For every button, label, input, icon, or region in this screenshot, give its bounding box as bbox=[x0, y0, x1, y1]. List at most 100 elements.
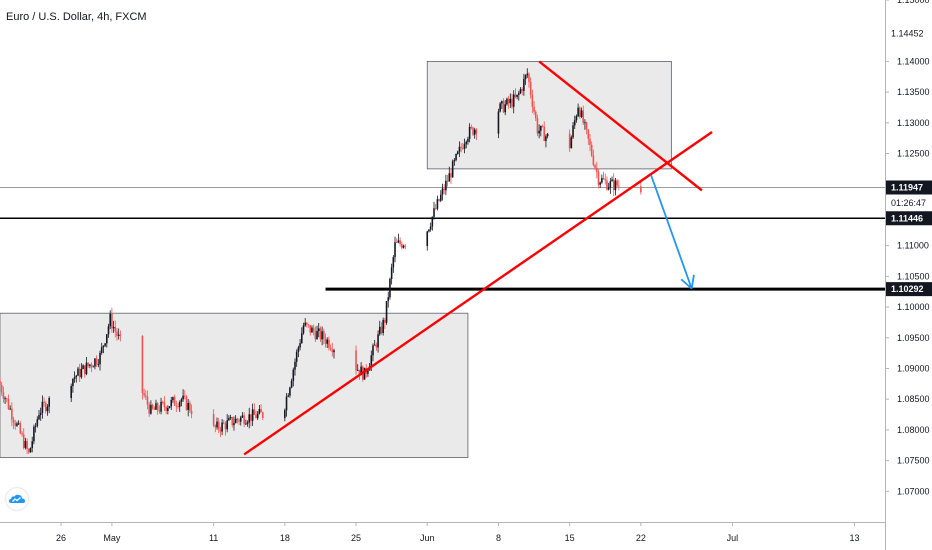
candle-body-35 bbox=[78, 368, 81, 378]
candle-body-244 bbox=[575, 116, 578, 121]
candle-body-9 bbox=[14, 422, 17, 426]
candle-body-259 bbox=[601, 178, 603, 183]
candle-body-149 bbox=[333, 350, 335, 353]
candle-body-227 bbox=[526, 73, 529, 76]
candle-body-151 bbox=[356, 369, 359, 371]
candle-body-180 bbox=[426, 231, 429, 247]
price-tick-label: 1.08000 bbox=[897, 425, 930, 435]
candle-body-191 bbox=[445, 180, 447, 191]
candle-body-232 bbox=[534, 111, 537, 119]
price-tick-label: 1.10000 bbox=[897, 302, 930, 312]
candle-body-2 bbox=[2, 392, 5, 399]
candle-body-260 bbox=[602, 178, 605, 180]
candle-body-237 bbox=[543, 126, 546, 141]
candle-body-181 bbox=[428, 229, 430, 232]
candle-body-268 bbox=[616, 180, 618, 186]
time-tick-label: May bbox=[103, 533, 121, 543]
candle-body-101 bbox=[231, 417, 234, 426]
candle-body-251 bbox=[587, 129, 590, 139]
candle-body-215 bbox=[506, 98, 508, 105]
time-axis[interactable]: 26 May 11 18 25 Jun 8 15 22 Jul 13 bbox=[56, 522, 859, 543]
candle-body-115 bbox=[255, 414, 257, 419]
candle-body-238 bbox=[545, 136, 547, 141]
candle-body-7 bbox=[11, 408, 13, 420]
candle-body-176 bbox=[399, 240, 401, 245]
price-tick-label: 1.13500 bbox=[897, 87, 930, 97]
candle-body-114 bbox=[253, 409, 256, 415]
candle-body-263 bbox=[607, 187, 610, 190]
candle-body-74 bbox=[165, 407, 167, 411]
candle-body-161 bbox=[373, 344, 376, 346]
candle-body-70 bbox=[158, 410, 161, 412]
time-tick-label: 11 bbox=[209, 533, 218, 543]
candle-body-147 bbox=[329, 347, 332, 350]
candle-body-67 bbox=[153, 408, 156, 410]
candle-body-165 bbox=[380, 326, 383, 333]
candle-body-111 bbox=[248, 414, 251, 423]
candle-body-228 bbox=[528, 73, 530, 83]
candle-body-21 bbox=[34, 425, 37, 427]
price-tick-label: 1.07000 bbox=[897, 486, 930, 496]
candle-body-76 bbox=[168, 406, 171, 409]
candle-body-88 bbox=[189, 402, 191, 411]
descending-trendline[interactable] bbox=[538, 60, 703, 192]
candle-body-57 bbox=[116, 331, 118, 336]
candle-body-50 bbox=[104, 343, 106, 346]
candle-body-169 bbox=[387, 297, 390, 301]
candle-body-211 bbox=[499, 103, 501, 112]
candle-body-267 bbox=[614, 180, 617, 191]
candle-body-0 bbox=[0, 380, 1, 385]
candle-body-55 bbox=[112, 327, 115, 329]
candle-body-128 bbox=[297, 347, 300, 352]
candle-body-59 bbox=[119, 334, 122, 336]
candle-body-243 bbox=[573, 120, 576, 126]
candle-body-104 bbox=[236, 418, 239, 421]
candle-body-262 bbox=[606, 180, 608, 190]
candle-body-37 bbox=[82, 365, 84, 370]
candle-body-142 bbox=[321, 331, 323, 340]
candle-body-204 bbox=[467, 138, 469, 142]
price-tag-label-current-price: 1.11947 bbox=[891, 182, 923, 192]
candle-body-217 bbox=[509, 98, 512, 104]
candle-body-194 bbox=[450, 173, 452, 178]
candle-body-113 bbox=[251, 409, 254, 421]
candle-body-6 bbox=[9, 408, 11, 410]
candle-body-51 bbox=[106, 334, 108, 344]
candle-body-82 bbox=[178, 401, 181, 407]
candle-body-160 bbox=[372, 345, 374, 356]
candles-layer bbox=[0, 68, 642, 455]
cloud-icon bbox=[9, 494, 25, 503]
price-axis[interactable]: 1.150001.145001.140001.135001.130001.125… bbox=[885, 0, 930, 496]
candle-body-202 bbox=[463, 144, 466, 149]
candle-body-4 bbox=[5, 398, 8, 400]
candle-body-23 bbox=[38, 415, 40, 420]
candle-body-11 bbox=[17, 423, 20, 425]
candle-body-177 bbox=[401, 244, 403, 248]
candle-body-144 bbox=[324, 338, 327, 344]
candle-body-220 bbox=[514, 94, 517, 97]
candle-body-15 bbox=[24, 441, 27, 448]
ascending-trendline[interactable] bbox=[243, 131, 713, 456]
candle-body-201 bbox=[462, 147, 464, 149]
price-tag-label-level-1: 1.11446 bbox=[891, 213, 923, 223]
candle-body-32 bbox=[73, 377, 76, 379]
price-tag-level-1 bbox=[886, 211, 932, 226]
candle-body-45 bbox=[95, 358, 98, 365]
price-tick-label: 1.11000 bbox=[897, 241, 929, 251]
candle-body-187 bbox=[438, 199, 440, 201]
candle-body-219 bbox=[512, 94, 515, 107]
candle-body-124 bbox=[290, 380, 293, 388]
candle-body-120 bbox=[284, 410, 286, 418]
price-tick-label: 1.10500 bbox=[897, 271, 930, 281]
candle-body-56 bbox=[114, 327, 117, 332]
projection-arrow[interactable] bbox=[650, 174, 693, 289]
tradingview-logo[interactable] bbox=[6, 488, 28, 510]
candle-body-62 bbox=[145, 395, 147, 397]
candle-body-163 bbox=[377, 334, 379, 348]
candle-body-13 bbox=[21, 433, 23, 435]
candle-body-16 bbox=[26, 441, 28, 449]
candle-body-249 bbox=[584, 122, 586, 124]
candle-body-186 bbox=[436, 199, 439, 209]
